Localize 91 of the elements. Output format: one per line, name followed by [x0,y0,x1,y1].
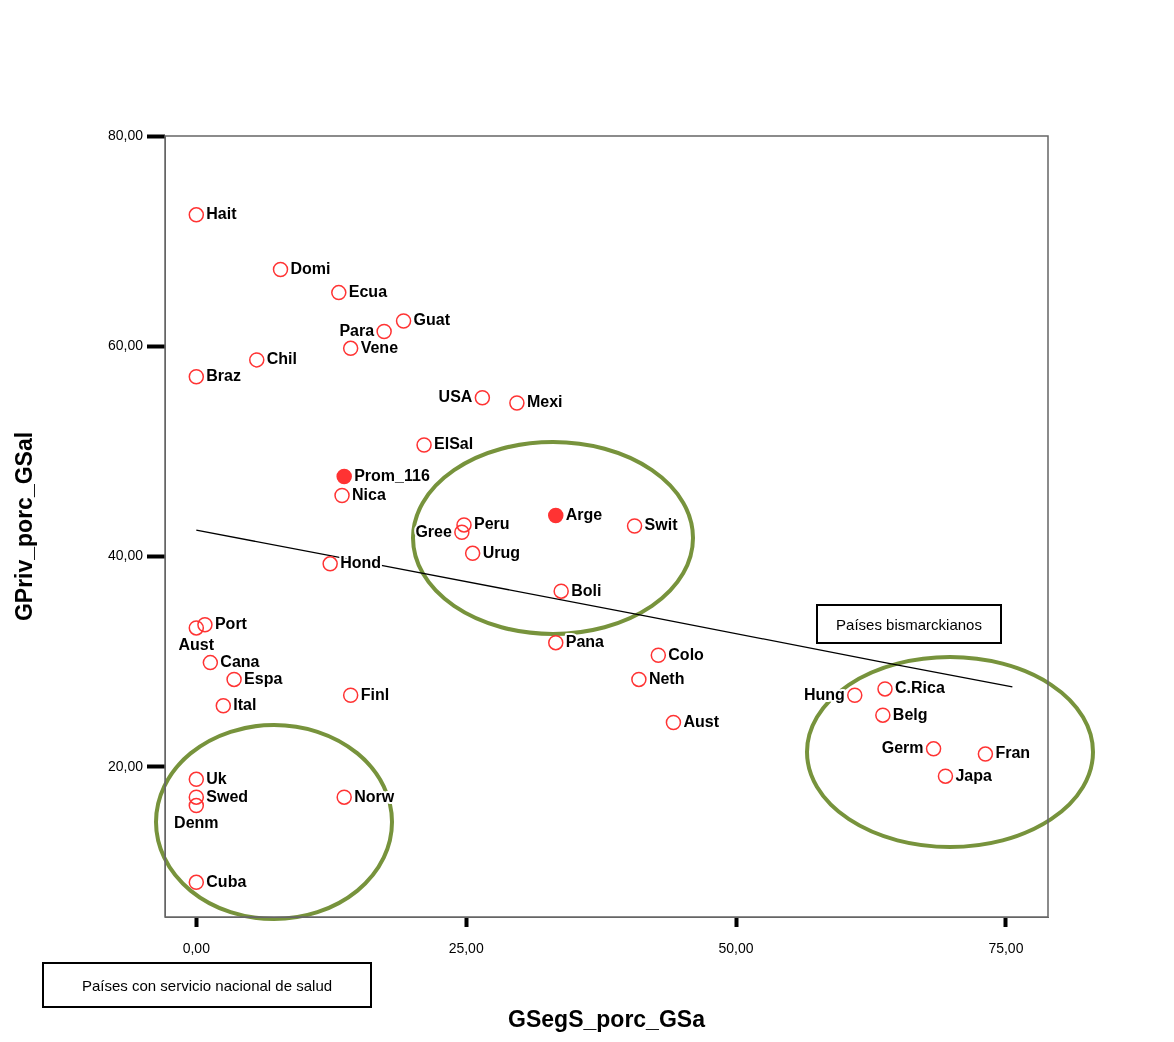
point [334,487,350,504]
annotation: Cana [220,653,260,671]
annotation: Aust [683,712,720,730]
y-tick-label: 40,00 [107,547,144,564]
annotation: Colo [668,645,705,663]
annotation: Países bismarckianos [816,604,1002,644]
x-tick-label: 75,00 [988,940,1024,957]
point [376,323,392,340]
point [665,714,682,731]
annotation: Cuba [206,872,247,890]
annotation: Urug [482,543,520,561]
annotation: Japa [955,766,993,784]
x-tick-label: 50,00 [718,940,754,957]
point [877,681,893,697]
annotation: Swit [644,516,679,534]
annotation: Prom_116 [354,466,430,484]
point [395,313,412,329]
annotation: Chil [266,350,297,368]
annotation: Belg [892,705,928,723]
point [937,768,954,784]
annotation: Peru [474,515,510,533]
point [226,671,242,688]
annotation: Swed [206,787,249,805]
point [336,468,352,485]
point [626,518,643,534]
text: Países con servicio nacional de salud [42,962,372,1008]
y-tick-label: 20,00 [107,757,144,774]
x-tick-label: 25,00 [448,940,484,957]
point [847,687,863,703]
point [188,874,205,891]
annotation: Port [214,615,248,633]
point [202,654,219,671]
annotation: Uk [206,769,227,787]
point [197,617,213,633]
annotation: Denm [174,813,219,831]
annotation: Mexi [526,393,563,411]
y-tick-label: 80,00 [107,126,144,143]
annotation: Boli [571,581,602,599]
annotation: Neth [648,669,685,687]
annotation: Ecua [348,283,388,301]
annotation: Nica [352,485,386,503]
annotation: Finl [360,685,390,703]
point [416,437,432,453]
point [188,771,205,788]
point [272,261,289,278]
annotation: C.Rica [895,679,945,697]
point [454,524,470,541]
annotation: USA [438,388,473,406]
annotation: Germ [881,739,924,757]
annotation: Arge [565,505,603,523]
point [215,697,232,714]
annotation: Para [339,321,375,339]
point [548,507,564,524]
annotation: Domi [290,259,331,277]
y-tick-label: 60,00 [107,337,144,354]
annotation: Hait [206,205,238,223]
point [474,389,491,406]
point [650,647,667,664]
y-axis-title: GPriv_porc_GSal [11,431,38,622]
point [925,741,942,757]
x-axis-title: GSegS_porc_GSa [508,1005,706,1032]
annotation: Aust [178,636,215,654]
point [342,340,359,357]
annotation: Pana [565,633,605,651]
point [188,789,205,805]
point [249,352,265,368]
point [342,687,359,703]
annotation: Fran [995,744,1031,762]
point [875,707,891,723]
annotation: Gree [415,522,452,540]
point [456,517,472,533]
annotation: Espa [244,669,283,687]
point [509,395,525,411]
point [336,789,352,805]
x-tick-label: 0,00 [182,940,211,957]
point [464,545,481,562]
point [631,671,647,688]
annotation: Braz [206,367,241,385]
point [553,583,569,599]
annotation: ElSal [434,435,474,453]
point [188,620,205,636]
point [188,797,205,814]
annotation: Ital [233,696,257,714]
point [548,634,564,651]
point [977,746,994,762]
point [322,556,338,572]
annotation: Guat [413,311,451,329]
point [188,207,205,223]
point [331,284,347,301]
annotation: Vene [360,338,399,356]
point [188,368,205,385]
